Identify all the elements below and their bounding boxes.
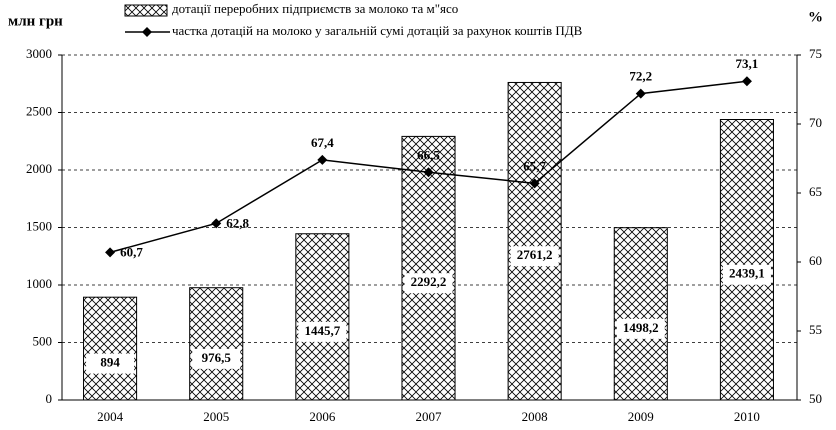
value-label: 65,7 <box>523 158 546 173</box>
value-label-bg <box>722 264 771 285</box>
value-label: 976,5 <box>202 350 232 365</box>
value-label: 67,4 <box>311 135 334 150</box>
value-label: 894 <box>100 355 120 370</box>
marker <box>317 154 328 165</box>
y2-tick-label: 50 <box>809 391 822 406</box>
value-label: 72,2 <box>629 69 652 84</box>
y2-tick-label: 60 <box>809 253 822 268</box>
marker <box>423 167 434 178</box>
y-tick-label: 0 <box>46 391 53 406</box>
marker <box>529 178 540 189</box>
x-tick-label: 2009 <box>628 409 654 424</box>
x-tick-label: 2004 <box>97 409 124 424</box>
y-tick-label: 1500 <box>26 218 52 233</box>
marker <box>105 247 116 258</box>
y-tick-label: 2000 <box>26 161 52 176</box>
value-label: 2761,2 <box>517 247 553 262</box>
bar <box>507 81 562 401</box>
y-tick-label: 500 <box>33 333 53 348</box>
value-label: 2439,1 <box>729 266 765 281</box>
y2-tick-label: 75 <box>809 46 822 61</box>
value-label: 73,1 <box>736 56 759 71</box>
y-tick-label: 1000 <box>26 276 52 291</box>
x-tick-label: 2007 <box>416 409 443 424</box>
value-label-bg <box>510 246 559 267</box>
bar <box>401 135 456 401</box>
y-tick-label: 2500 <box>26 103 52 118</box>
x-tick-label: 2005 <box>203 409 229 424</box>
value-label-bg <box>86 353 135 374</box>
value-label: 2292,2 <box>411 274 447 289</box>
value-label-bg <box>298 321 347 342</box>
value-label-bg <box>616 318 665 339</box>
bar <box>83 296 138 401</box>
y2-tick-label: 55 <box>809 322 822 337</box>
y-tick-label: 3000 <box>26 46 52 61</box>
marker <box>635 88 646 99</box>
value-label: 1498,2 <box>623 320 659 335</box>
bar <box>613 227 668 401</box>
y-axis-title: млн грн <box>8 13 63 29</box>
value-label: 1445,7 <box>304 323 340 338</box>
y2-tick-label: 65 <box>809 184 822 199</box>
value-label-bg <box>404 273 453 294</box>
bar <box>189 287 244 401</box>
legend-marker <box>142 27 152 37</box>
legend-label: дотації переробних підприємств за молоко… <box>172 1 458 16</box>
y2-tick-label: 70 <box>809 115 822 130</box>
bar <box>719 119 774 401</box>
x-tick-label: 2008 <box>522 409 548 424</box>
marker <box>741 76 752 87</box>
x-tick-label: 2006 <box>309 409 336 424</box>
marker <box>211 218 222 229</box>
value-label: 66,5 <box>417 147 440 162</box>
bar <box>295 233 350 401</box>
legend-swatch <box>124 4 168 17</box>
y2-axis-title: % <box>808 9 823 25</box>
value-label: 60,7 <box>120 244 143 259</box>
value-label: 62,8 <box>226 215 249 230</box>
value-label-bg <box>192 348 241 369</box>
legend-label: частка дотацій на молоко у загальній сум… <box>172 23 583 38</box>
x-tick-label: 2010 <box>734 409 760 424</box>
